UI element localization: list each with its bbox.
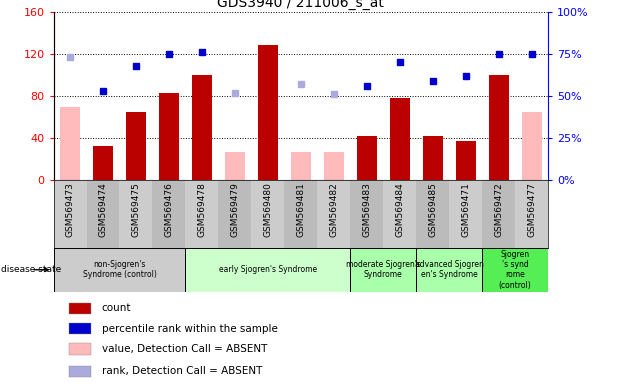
- Bar: [291, 152, 311, 180]
- Bar: [126, 112, 146, 180]
- Text: GSM569480: GSM569480: [263, 182, 272, 237]
- Text: non-Sjogren's
Syndrome (control): non-Sjogren's Syndrome (control): [83, 260, 156, 280]
- Text: GSM569481: GSM569481: [296, 182, 306, 237]
- Bar: [489, 75, 508, 180]
- Text: Sjogren
's synd
rome
(control): Sjogren 's synd rome (control): [499, 250, 532, 290]
- Text: value, Detection Call = ABSENT: value, Detection Call = ABSENT: [102, 344, 267, 354]
- Bar: [192, 75, 212, 180]
- Text: percentile rank within the sample: percentile rank within the sample: [102, 324, 278, 334]
- Bar: [357, 136, 377, 180]
- Text: GSM569471: GSM569471: [461, 182, 470, 237]
- Bar: [93, 146, 113, 180]
- Bar: [159, 93, 179, 180]
- Bar: [86, 180, 120, 248]
- Bar: [390, 98, 410, 180]
- Bar: [423, 136, 443, 180]
- Bar: [69, 323, 91, 334]
- Bar: [515, 180, 548, 248]
- Text: GSM569478: GSM569478: [197, 182, 207, 237]
- Text: early Sjogren's Syndrome: early Sjogren's Syndrome: [219, 265, 317, 274]
- Text: GSM569475: GSM569475: [132, 182, 140, 237]
- Text: GSM569479: GSM569479: [231, 182, 239, 237]
- Bar: [60, 107, 80, 180]
- Bar: [152, 180, 185, 248]
- Bar: [69, 303, 91, 314]
- Text: GSM569482: GSM569482: [329, 182, 338, 237]
- Bar: [284, 180, 318, 248]
- Bar: [482, 248, 548, 292]
- Bar: [416, 248, 482, 292]
- Bar: [324, 152, 344, 180]
- Text: GSM569485: GSM569485: [428, 182, 437, 237]
- Text: GSM569472: GSM569472: [494, 182, 503, 237]
- Text: GSM569474: GSM569474: [98, 182, 108, 237]
- Bar: [350, 180, 383, 248]
- Text: rank, Detection Call = ABSENT: rank, Detection Call = ABSENT: [102, 366, 262, 376]
- Text: GSM569476: GSM569476: [164, 182, 173, 237]
- Bar: [225, 152, 245, 180]
- Text: GSM569483: GSM569483: [362, 182, 371, 237]
- Bar: [185, 248, 350, 292]
- Bar: [54, 180, 86, 248]
- Bar: [251, 180, 284, 248]
- Bar: [449, 180, 482, 248]
- Bar: [69, 366, 91, 377]
- Title: GDS3940 / 211006_s_at: GDS3940 / 211006_s_at: [217, 0, 384, 10]
- Bar: [69, 343, 91, 354]
- Bar: [350, 248, 416, 292]
- Text: disease state: disease state: [1, 265, 61, 274]
- Bar: [455, 141, 476, 180]
- Text: GSM569477: GSM569477: [527, 182, 536, 237]
- Text: count: count: [102, 303, 131, 313]
- Bar: [258, 45, 278, 180]
- Bar: [482, 180, 515, 248]
- Bar: [318, 180, 350, 248]
- Bar: [185, 180, 219, 248]
- Bar: [120, 180, 152, 248]
- Bar: [219, 180, 251, 248]
- Text: advanced Sjogren
en's Syndrome: advanced Sjogren en's Syndrome: [415, 260, 484, 280]
- Bar: [522, 112, 542, 180]
- Bar: [383, 180, 416, 248]
- Text: moderate Sjogren's
Syndrome: moderate Sjogren's Syndrome: [346, 260, 421, 280]
- Text: GSM569473: GSM569473: [66, 182, 74, 237]
- Bar: [54, 248, 185, 292]
- Text: GSM569484: GSM569484: [395, 182, 404, 237]
- Bar: [416, 180, 449, 248]
